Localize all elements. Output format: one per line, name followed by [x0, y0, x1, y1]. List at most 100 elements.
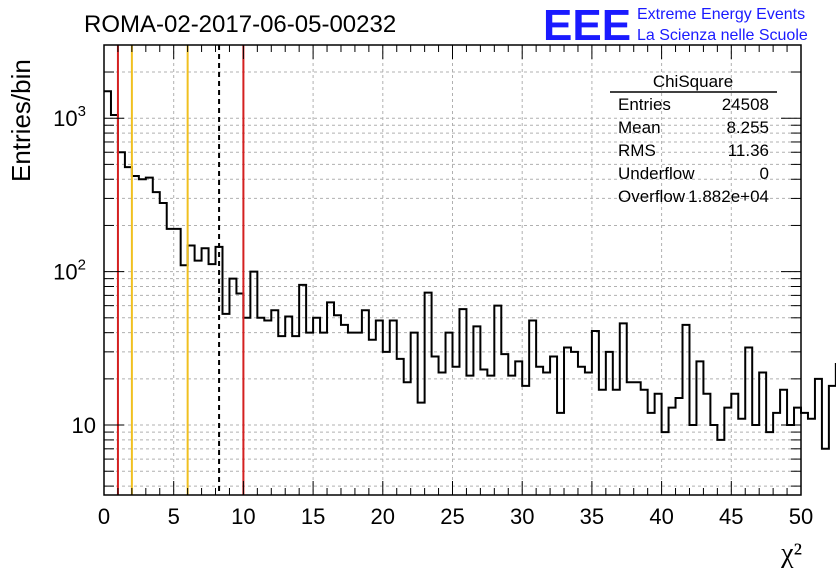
- histogram-bin: [285, 316, 292, 495]
- x-tick-label: 15: [301, 504, 325, 529]
- histogram-bin: [822, 449, 829, 495]
- stats-label-entries: Entries: [618, 95, 671, 114]
- histogram-bin: [139, 179, 146, 495]
- histogram-bin: [327, 302, 334, 495]
- histogram-bin: [418, 403, 425, 495]
- histogram-bin: [655, 394, 662, 495]
- histogram-bin: [153, 192, 160, 495]
- x-tick-label: 30: [510, 504, 534, 529]
- axis-ticks: [103, 44, 802, 495]
- y-tick-label: 103: [53, 103, 86, 131]
- histogram-bin: [585, 373, 592, 495]
- histogram-bin: [404, 382, 411, 495]
- histogram-bin: [564, 348, 571, 495]
- x-tick-label: 25: [440, 504, 464, 529]
- histogram-bin: [487, 376, 494, 495]
- stats-label-rms: RMS: [618, 141, 656, 160]
- histogram-bin: [696, 361, 703, 495]
- histogram-bin: [355, 333, 362, 495]
- histogram-bin: [724, 408, 731, 495]
- histogram-bin: [348, 333, 355, 495]
- histogram-bin: [599, 390, 606, 495]
- x-tick-label: 45: [719, 504, 743, 529]
- histogram-bin: [815, 379, 822, 495]
- histogram-bin: [494, 306, 501, 495]
- histogram-bin: [299, 285, 306, 495]
- histogram-bin: [648, 413, 655, 495]
- histogram-bin: [738, 419, 745, 495]
- y-tick-label: 102: [53, 257, 86, 285]
- histogram-bin: [250, 272, 257, 495]
- histogram-bin: [613, 390, 620, 495]
- histogram-bin: [466, 376, 473, 495]
- stats-box: ChiSquare Entries 24508 Mean 8.255 RMS 1…: [610, 72, 777, 206]
- histogram-bin: [376, 321, 383, 495]
- histogram-bin: [292, 336, 299, 495]
- histogram-bin: [188, 246, 195, 495]
- histogram-bin: [264, 321, 271, 495]
- histogram-bin: [195, 261, 202, 495]
- histogram-bin: [125, 167, 132, 495]
- histogram-bin: [209, 264, 216, 495]
- histogram-bin: [111, 115, 118, 495]
- histogram-bin: [202, 248, 209, 495]
- histogram-bin: [683, 325, 690, 495]
- logo-line-2: La Scienza nelle Scuole: [637, 27, 808, 44]
- histogram-bin: [390, 321, 397, 495]
- y-tick-labels: 10 102 103: [53, 103, 96, 438]
- marker-lines: [116, 45, 245, 495]
- histogram-bin: [717, 440, 724, 495]
- x-tick-label: 0: [98, 504, 110, 529]
- x-tick-labels: 0 5 10 15 20 25 30 35 40 45 50: [98, 504, 813, 529]
- chart-title: ROMA-02-2017-06-05-00232: [84, 11, 396, 38]
- stats-title: ChiSquare: [653, 72, 733, 91]
- histogram-bin: [766, 432, 773, 495]
- histogram-bin: [529, 321, 536, 495]
- histogram-bin: [118, 152, 125, 495]
- histogram-bin: [160, 203, 167, 495]
- histogram-bin: [446, 333, 453, 495]
- histogram-bin: [222, 314, 229, 495]
- stats-label-underflow: Underflow: [618, 164, 695, 183]
- histogram-bin: [146, 178, 153, 495]
- histogram-bin: [432, 356, 439, 495]
- histogram-bin: [773, 413, 780, 495]
- histogram-bin: [501, 354, 508, 495]
- eee-logo-mark: EEE: [543, 1, 631, 50]
- histogram-bin: [229, 279, 236, 495]
- x-tick-label: 50: [789, 504, 813, 529]
- histogram-bin: [662, 432, 669, 495]
- histogram-bin: [515, 361, 522, 495]
- x-tick-label: 40: [649, 504, 673, 529]
- histogram-bin: [745, 348, 752, 495]
- histogram-bin: [641, 390, 648, 495]
- y-tick-label: 10: [72, 413, 96, 438]
- histogram-bin: [167, 229, 174, 495]
- stats-value-rms: 11.36: [728, 141, 769, 160]
- histogram-bin: [808, 419, 815, 495]
- histogram-bin: [794, 408, 801, 495]
- x-axis-label: χ²: [780, 538, 802, 569]
- histogram-bin: [620, 323, 627, 495]
- histogram-bin: [257, 318, 264, 495]
- histogram-bin: [236, 294, 243, 495]
- stats-label-overflow: Overflow: [618, 187, 686, 206]
- histogram-bin: [341, 325, 348, 495]
- histogram-bin: [271, 310, 278, 495]
- histogram-bin: [174, 229, 181, 495]
- histogram-bin: [306, 333, 313, 495]
- histogram-bin: [829, 386, 836, 495]
- histogram-bin: [787, 425, 794, 495]
- histogram-bin: [334, 315, 341, 495]
- histogram-bin: [536, 367, 543, 495]
- x-tick-label: 10: [231, 504, 255, 529]
- histogram-bin: [425, 293, 432, 495]
- histogram-bin: [689, 425, 696, 495]
- histogram-bin: [522, 386, 529, 495]
- histogram-bin: [578, 367, 585, 495]
- histogram-bin: [780, 390, 787, 495]
- histogram-bin: [669, 408, 676, 495]
- histogram-bin: [313, 318, 320, 495]
- y-axis-label: Entries/bin: [6, 59, 36, 182]
